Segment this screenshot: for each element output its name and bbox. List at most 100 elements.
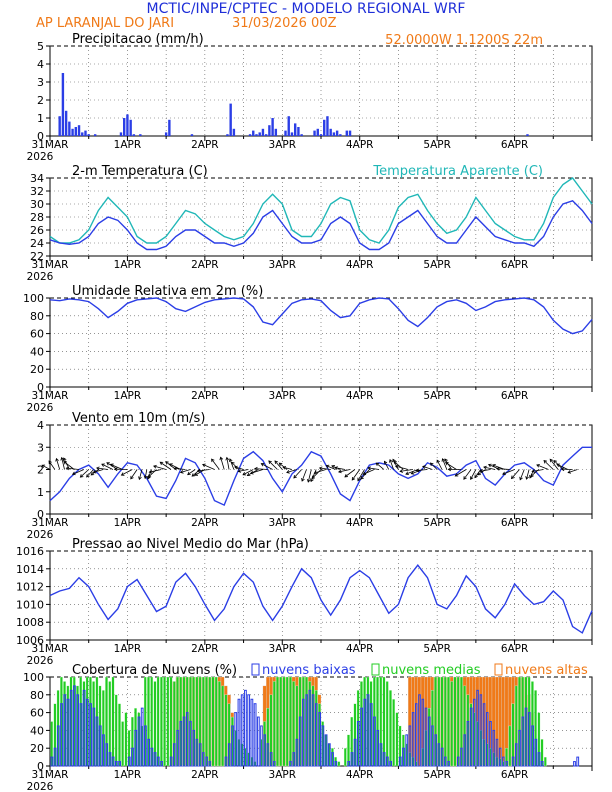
precip-bar	[84, 130, 87, 136]
y-tick-label: 0	[37, 508, 44, 521]
header-title: MCTIC/INPE/CPTEC - MODELO REGIONAL WRF	[147, 1, 466, 17]
cloud-low-bar	[398, 756, 402, 767]
x-tick-label: 6APR	[501, 390, 529, 402]
cloud-low-bar	[269, 752, 273, 767]
panel-title: Vento em 10m (m/s)	[72, 411, 205, 426]
x-tick-label: 1APR	[114, 390, 142, 402]
legend-low-clouds: nuvens baixas	[262, 663, 356, 678]
cloud-low-bar	[169, 756, 173, 767]
wind-arrow	[479, 469, 491, 472]
x-tick-label: 3APR	[269, 643, 297, 655]
wind-arrow-head	[179, 470, 184, 474]
x-tick-label: 1APR	[114, 259, 142, 271]
precip-bar	[271, 118, 274, 136]
cloud-mid-bar	[453, 676, 457, 767]
cloud-low-bar	[498, 747, 502, 767]
wind-arrow-head	[90, 471, 95, 476]
wind-arrow-head	[556, 463, 561, 467]
cloud-low-bar	[127, 756, 131, 767]
cloud-low-bar	[408, 725, 412, 767]
cloud-low-bar	[198, 743, 202, 767]
y-tick-label: 3	[37, 76, 44, 89]
cloud-low-bar	[227, 743, 231, 767]
wind-arrow-head	[242, 471, 247, 476]
wind-arrow	[334, 467, 346, 470]
wind-arrow-head	[225, 456, 230, 461]
wind-arrow	[48, 460, 56, 470]
wind-arrow-head	[383, 460, 388, 465]
cloud-mid-bar	[385, 681, 389, 767]
wind-arrow-head	[325, 464, 330, 469]
wind-arrow-head	[120, 472, 125, 476]
wind-arrow	[470, 469, 477, 480]
precip-bar	[232, 128, 236, 136]
y-tick-label: 2	[37, 464, 44, 477]
wind-arrow-head	[338, 469, 342, 474]
cloud-low-bar	[224, 756, 228, 767]
cloud-low-bar	[185, 712, 189, 767]
cloud-low-bar	[385, 756, 389, 767]
cloud-mid-bar	[114, 694, 118, 767]
y-tick-label: 100	[23, 671, 44, 684]
cloud-low-bar	[427, 716, 431, 767]
wind-arrow-head	[246, 472, 251, 477]
wind-arrow-head	[311, 475, 316, 480]
cloud-low-bar	[95, 716, 99, 767]
precip-bar	[287, 116, 290, 136]
panel-precipitation: 0 1 2 3 4 5 31MAR 1APR 2APR 3APR 4APR 5APR 6APR 2026 P…	[27, 32, 593, 163]
cloud-low-bar	[231, 725, 234, 767]
legend-low-clouds-swatch	[251, 663, 260, 676]
cloud-mid-bar	[285, 676, 289, 767]
y-tick-label: 32	[30, 185, 44, 198]
wind-arrow	[393, 461, 404, 470]
precip-bar	[332, 132, 336, 136]
cloud-low-bar	[273, 761, 276, 767]
cloud-low-bar	[511, 756, 515, 767]
x-tick-label: 4APR	[346, 517, 374, 529]
cloud-low-bar	[137, 716, 141, 767]
y-tick-label: 40	[30, 724, 44, 737]
x-year-label: 2026	[27, 271, 54, 283]
cloud-low-bar	[369, 703, 373, 767]
wind-arrow-head	[367, 466, 371, 471]
wind-arrow	[121, 469, 133, 476]
x-tick-label: 31MAR	[32, 769, 69, 781]
wind-arrow	[268, 460, 278, 470]
precip-bar	[129, 119, 132, 136]
precip-bar	[74, 127, 78, 136]
cloud-mid-bar	[443, 676, 447, 767]
precip-bar	[252, 130, 255, 136]
y-tick-label: 34	[30, 172, 44, 185]
x-tick-label: 6APR	[501, 517, 529, 529]
cloud-low-bar	[192, 729, 196, 767]
cloud-low-bar	[402, 747, 405, 767]
y-tick-label: 3	[37, 441, 44, 454]
y-tick-label: 24	[30, 237, 44, 250]
wind-arrow	[41, 464, 51, 470]
precip-bar	[123, 118, 126, 136]
wind-arrow-head	[165, 461, 169, 465]
y-tick-label: 30	[30, 198, 44, 211]
cloud-low-bar	[111, 756, 115, 767]
x-tick-label: 3APR	[269, 139, 297, 151]
wind-arrow	[314, 469, 326, 474]
cloud-low-bar	[69, 689, 73, 767]
wind-arrow	[474, 469, 482, 478]
cloud-mid-bar	[205, 676, 208, 767]
cloud-low-bar	[53, 747, 57, 767]
panel-title: 2-m Temperatura (C)	[72, 164, 208, 179]
cloud-low-bar	[360, 707, 363, 767]
cloud-low-bar	[63, 694, 67, 767]
wind-arrow	[400, 469, 414, 472]
cloud-low-bar	[444, 756, 447, 767]
wind-arrow-head	[143, 475, 148, 480]
cloud-mid-bar	[450, 681, 454, 767]
cloud-low-bar	[114, 761, 118, 767]
cloud-mid-bar	[111, 676, 115, 767]
x-tick-label: 4APR	[346, 259, 374, 271]
wind-arrow	[234, 466, 244, 470]
wind-arrow-head	[510, 475, 515, 480]
precip-bar	[268, 125, 271, 136]
cloud-low-bar	[334, 761, 338, 767]
